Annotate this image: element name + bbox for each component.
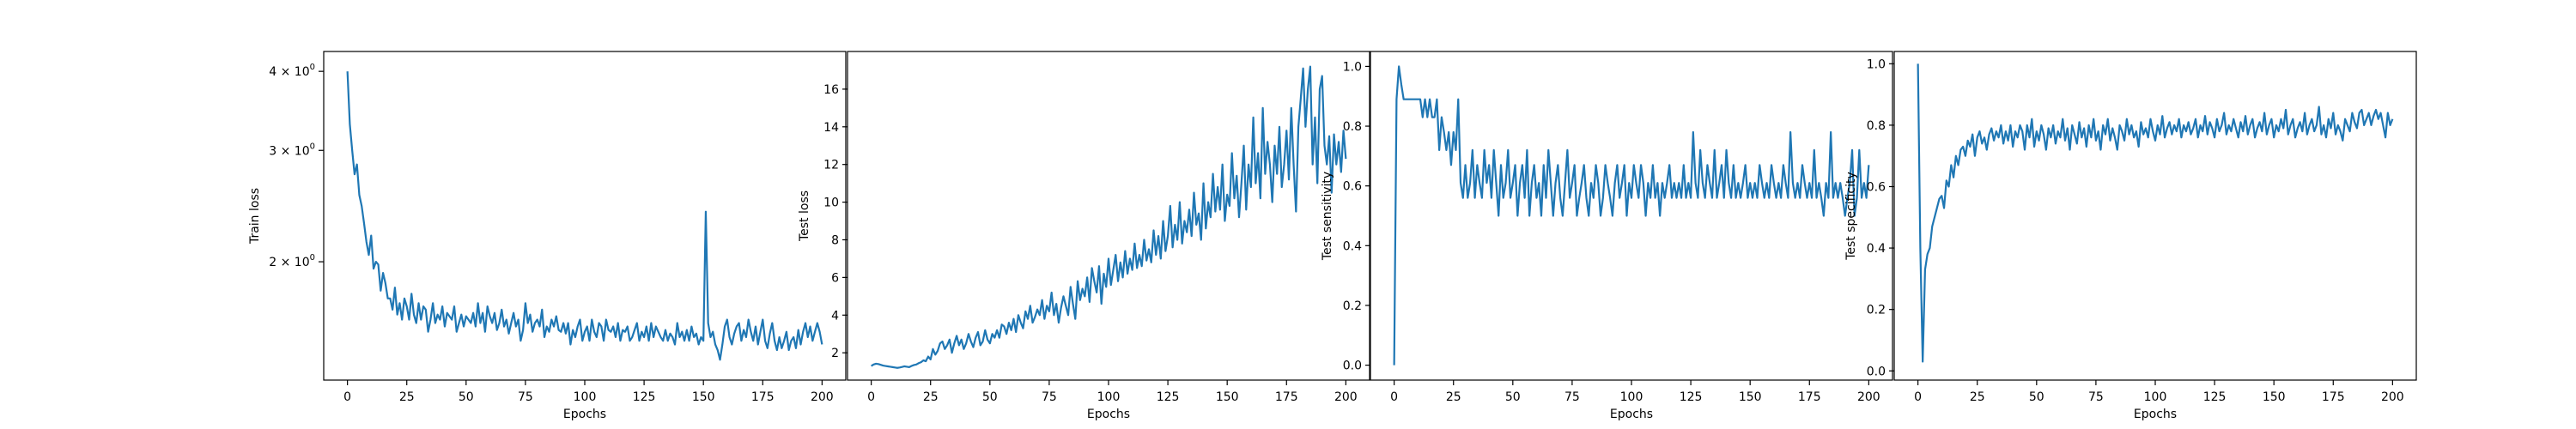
x-tick-label: 25 xyxy=(1970,390,1985,404)
x-tick-label: 200 xyxy=(811,390,834,404)
x-tick-label: 25 xyxy=(399,390,415,404)
y-tick-label: 10 xyxy=(823,196,839,210)
y-axis-label: Test loss xyxy=(798,190,811,242)
y-axis-label: Train loss xyxy=(248,188,262,245)
subplot-test-loss: 0 25 50 75 100 125 150 175 200 2 4 6 8 10 12 14 16 Epochs… xyxy=(798,51,1370,421)
subplot-train-loss: 0 25 50 75 100 125 150 175 200 2 × 100 3 × 100 4 × … xyxy=(248,51,847,421)
x-tick-label: 125 xyxy=(1680,390,1703,404)
x-axis-label: Epochs xyxy=(1087,408,1130,421)
x-tick-label: 100 xyxy=(574,390,597,404)
y-tick-label: 0.4 xyxy=(1343,239,1362,253)
x-tick-label: 75 xyxy=(1564,390,1580,404)
x-tick-label: 100 xyxy=(1620,390,1643,404)
x-tick-label: 175 xyxy=(751,390,775,404)
y-tick-label: 0.2 xyxy=(1343,299,1362,313)
x-axis-label: Epochs xyxy=(563,408,606,421)
y-tick-label: 6 xyxy=(831,271,839,285)
y-tick-label: 3 × 100 xyxy=(269,142,315,158)
x-tick-label: 50 xyxy=(2029,390,2044,404)
y-tick-label: 12 xyxy=(823,159,839,172)
y-tick-label: 0.8 xyxy=(1867,119,1886,133)
y-tick-label: 4 × 100 xyxy=(269,63,315,79)
x-tick-label: 150 xyxy=(1216,390,1239,404)
y-tick-label: 8 xyxy=(831,233,839,247)
series-line xyxy=(1393,65,1870,366)
y-tick-label: 0.2 xyxy=(1867,304,1886,317)
y-tick-label: 0.6 xyxy=(1867,180,1886,194)
x-tick-label: 125 xyxy=(1157,390,1180,404)
y-tick-label: 1.0 xyxy=(1343,60,1362,74)
x-tick-label: 25 xyxy=(1446,390,1461,404)
y-axis-label: Test sensitivity xyxy=(1321,172,1334,261)
subplot-test-sensitivity: 0 25 50 75 100 125 150 175 200 0.0 0.2 0.4 0.6 0.8 1.0… xyxy=(1321,51,1893,421)
x-tick-label: 175 xyxy=(2322,390,2345,404)
x-tick-label: 200 xyxy=(1857,390,1880,404)
y-tick-label: 0.8 xyxy=(1343,120,1362,134)
series-line xyxy=(871,65,1347,369)
x-tick-label: 25 xyxy=(923,390,939,404)
x-tick-label: 125 xyxy=(633,390,656,404)
y-tick-label: 14 xyxy=(823,121,839,135)
x-tick-label: 0 xyxy=(1390,390,1398,404)
x-tick-label: 100 xyxy=(1097,390,1121,404)
subplot-test-specificity: 0 25 50 75 100 125 150 175 200 0.0 0.2 0.4 0.6 0.8 1.0… xyxy=(1844,51,2417,421)
y-axis-label: Test specificity xyxy=(1844,172,1858,261)
x-tick-label: 100 xyxy=(2144,390,2167,404)
x-tick-label: 50 xyxy=(459,390,474,404)
x-tick-label: 0 xyxy=(867,390,875,404)
x-tick-label: 200 xyxy=(2381,390,2404,404)
x-tick-label: 75 xyxy=(518,390,533,404)
x-tick-label: 50 xyxy=(982,390,998,404)
x-tick-label: 175 xyxy=(1275,390,1298,404)
x-tick-label: 50 xyxy=(1505,390,1521,404)
y-tick-label: 2 xyxy=(831,347,839,360)
x-tick-label: 175 xyxy=(1798,390,1821,404)
x-tick-label: 150 xyxy=(1739,390,1762,404)
x-tick-label: 0 xyxy=(343,390,351,404)
y-tick-label: 0.0 xyxy=(1867,365,1886,378)
x-tick-label: 150 xyxy=(692,390,715,404)
series-line xyxy=(346,71,823,361)
y-tick-label: 1.0 xyxy=(1867,57,1886,71)
series-line xyxy=(1917,63,2394,363)
y-tick-label: 4 xyxy=(831,309,839,323)
axes-frame xyxy=(1893,51,2417,381)
y-tick-label: 0.4 xyxy=(1867,242,1886,256)
x-axis-label: Epochs xyxy=(1610,408,1653,421)
y-tick-label: 2 × 100 xyxy=(269,253,315,269)
y-tick-label: 16 xyxy=(823,83,839,97)
x-tick-label: 200 xyxy=(1334,390,1358,404)
x-tick-label: 75 xyxy=(1042,390,1057,404)
x-tick-label: 0 xyxy=(1914,390,1922,404)
x-tick-label: 75 xyxy=(2088,390,2104,404)
x-tick-label: 125 xyxy=(2203,390,2227,404)
y-tick-label: 0.0 xyxy=(1343,360,1362,373)
x-tick-label: 150 xyxy=(2263,390,2286,404)
axes-frame xyxy=(1370,51,1893,381)
y-tick-label: 0.6 xyxy=(1343,180,1362,194)
x-axis-label: Epochs xyxy=(2134,408,2177,421)
axes-frame xyxy=(847,51,1370,381)
